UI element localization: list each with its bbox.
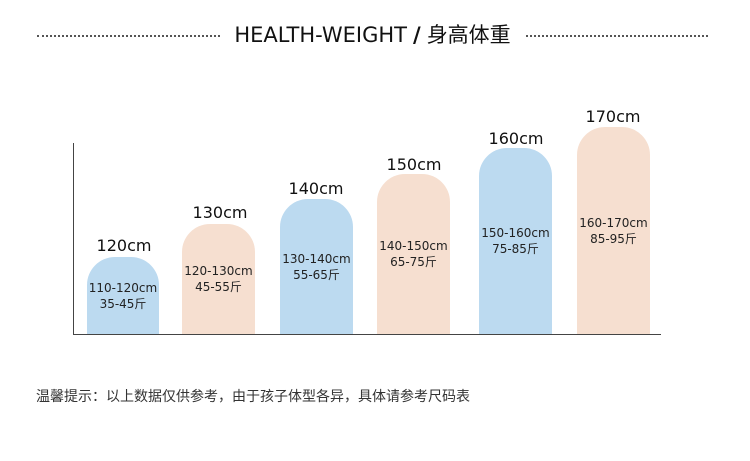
size-range: 150-160cm: [481, 226, 550, 240]
size-bar: 150-160cm 75-85斤: [479, 148, 552, 334]
size-range: 140-150cm: [379, 239, 448, 253]
title-chinese: 身高体重: [426, 23, 511, 47]
size-range: 110-120cm: [88, 280, 158, 295]
dotted-divider-left: [37, 35, 220, 37]
height-label: 170cm: [585, 107, 641, 126]
weight-range: 65-75斤: [390, 255, 437, 269]
horizontal-axis-line: [73, 334, 661, 335]
height-label: 140cm: [288, 179, 344, 198]
height-label: 120cm: [96, 236, 152, 255]
weight-range: 45-55斤: [195, 280, 242, 294]
size-range: 130-140cm: [282, 251, 351, 266]
vertical-axis-line: [73, 143, 74, 335]
weight-range: 85-95斤: [590, 231, 637, 246]
size-bar: 120-130cm 45-55斤: [182, 224, 255, 334]
size-bar: 160-170cm 85-95斤: [577, 127, 650, 334]
size-range: 120-130cm: [184, 264, 253, 278]
size-range: 160-170cm: [579, 215, 648, 230]
title-english: HEALTH-WEIGHT: [234, 23, 408, 47]
title-separator: /: [413, 23, 421, 47]
size-bar: 110-120cm 35-45斤: [87, 257, 159, 334]
weight-range: 75-85斤: [492, 242, 539, 256]
header: HEALTH-WEIGHT / 身高体重: [0, 0, 750, 70]
size-bar: 140-150cm 65-75斤: [377, 174, 450, 334]
height-label: 160cm: [488, 129, 544, 148]
weight-range: 55-65斤: [293, 267, 340, 282]
dotted-divider-right: [526, 35, 708, 37]
page-title: HEALTH-WEIGHT / 身高体重: [220, 20, 525, 50]
tip-note: 温馨提示：以上数据仅供参考，由于孩子体型各异，具体请参考尺码表: [36, 389, 470, 405]
weight-range: 35-45斤: [99, 296, 147, 311]
height-label: 150cm: [386, 155, 442, 174]
height-label: 130cm: [192, 203, 248, 222]
size-bar: 130-140cm 55-65斤: [280, 199, 353, 334]
